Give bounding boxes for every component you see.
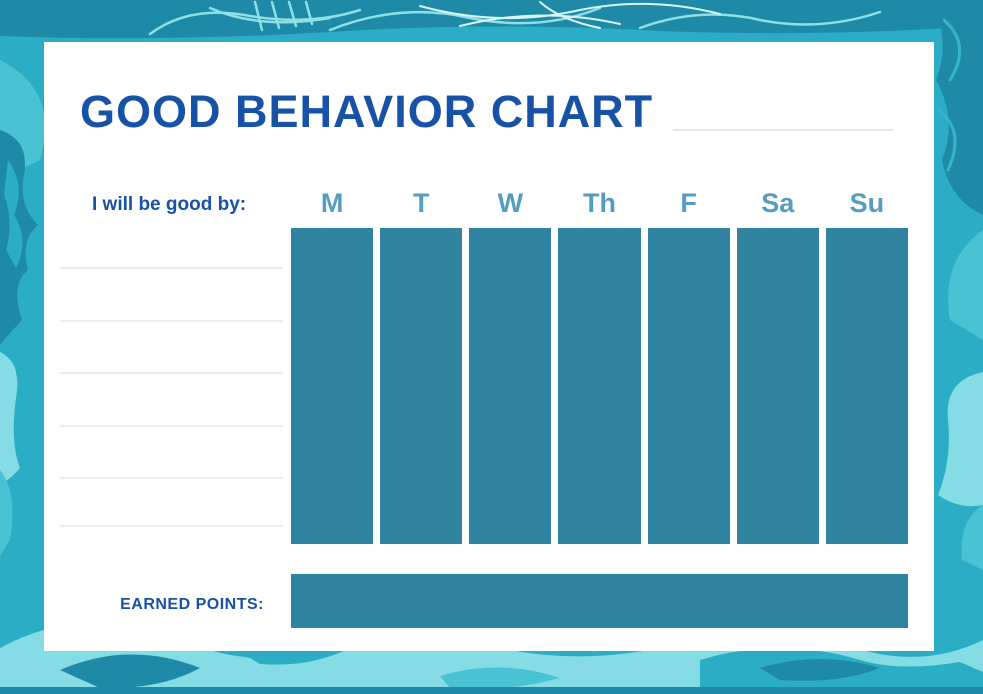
page-title: GOOD BEHAVIOR CHART — [80, 86, 654, 137]
chart-card: GOOD BEHAVIOR CHART I will be good by: M… — [44, 42, 934, 651]
day-header-thursday: Th — [582, 188, 616, 218]
behavior-writing-lines — [60, 42, 283, 651]
day-header-wednesday: W — [497, 188, 524, 218]
day-column-friday — [647, 228, 730, 544]
day-header-sunday: Su — [849, 188, 885, 218]
name-blank-line — [673, 129, 893, 131]
behavior-prompt-label: I will be good by: — [92, 194, 247, 215]
earned-points-label: EARNED POINTS: — [120, 596, 264, 613]
behavior-writing-line — [60, 425, 283, 427]
day-column-sunday — [825, 228, 908, 544]
day-column-saturday — [736, 228, 819, 544]
behavior-writing-line — [60, 267, 283, 269]
behavior-writing-line — [60, 320, 283, 322]
behavior-writing-line — [60, 525, 283, 527]
day-header-row: M T W Th F Sa Su — [291, 188, 908, 218]
day-header-friday: F — [680, 188, 697, 218]
day-column-tuesday — [380, 228, 463, 544]
day-column-grid — [291, 228, 908, 544]
day-header-tuesday: T — [412, 188, 430, 218]
earned-points-bar — [291, 574, 908, 628]
day-header-monday: M — [320, 188, 344, 218]
behavior-writing-line — [60, 477, 283, 479]
day-column-wednesday — [469, 228, 552, 544]
day-header-saturday: Sa — [761, 188, 795, 218]
day-column-thursday — [558, 228, 641, 544]
behavior-writing-line — [60, 372, 283, 374]
day-column-monday — [291, 228, 374, 544]
